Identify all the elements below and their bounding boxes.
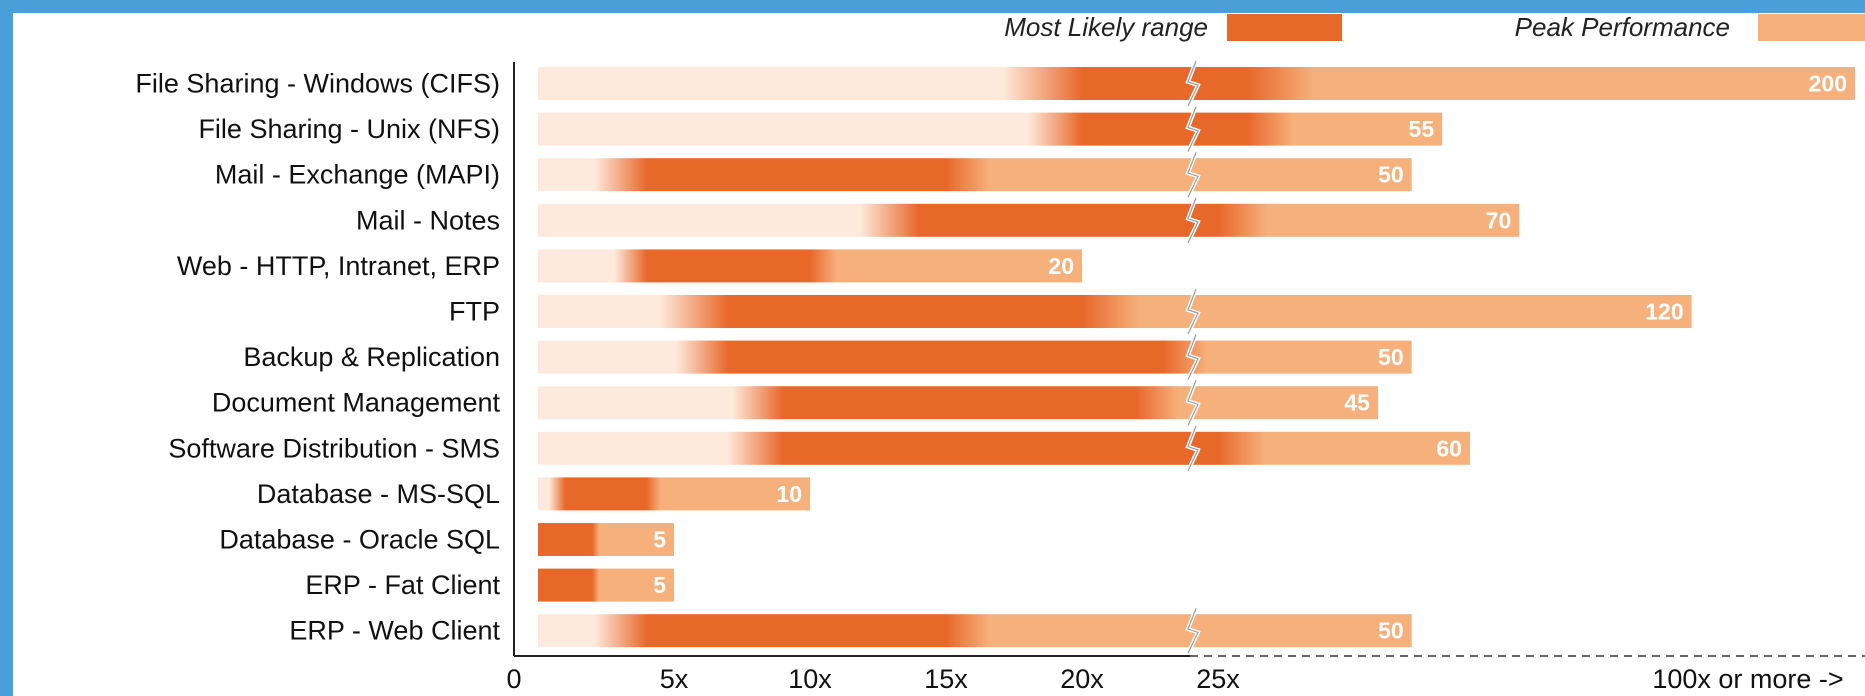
x-tick-label: 0 [506,664,521,694]
bar [538,386,1378,420]
legend-swatch [1758,14,1865,41]
legend-label: Most Likely range [1004,12,1208,42]
bar [538,340,1412,374]
x-tick-label: 20x [1060,664,1104,694]
x-tick-label: 5x [660,664,689,694]
category-label: Database - MS-SQL [257,479,500,509]
category-label: ERP - Fat Client [305,570,500,600]
bar [538,295,1692,328]
axis-break-mark [1187,288,1199,335]
category-label: Database - Oracle SQL [219,525,500,555]
category-label: Web - HTTP, Intranet, ERP [177,251,500,281]
category-label: Software Distribution - SMS [168,433,500,463]
bar [538,203,1520,237]
bar [538,523,674,556]
bar [538,477,810,511]
axis-break-mark [1187,151,1199,198]
axis-break-mark [1187,334,1199,380]
category-label: File Sharing - Unix (NFS) [198,114,500,144]
x-tick-label: 10x [788,664,832,694]
x-axis: 0 5x 10x 15x 20x 25x 100x or more -> [506,62,1865,694]
axis-break-mark [1187,607,1199,654]
value-label: 55 [1409,116,1435,142]
legend: Most Likely range Peak Performance [1004,12,1865,42]
value-label: 50 [1378,344,1404,370]
x-tick-label: 25x [1196,664,1240,694]
bar [538,112,1443,146]
bar [538,568,674,602]
value-label: 45 [1344,390,1370,416]
value-label: 5 [653,527,666,553]
axis-break-mark [1187,379,1199,426]
category-label: Mail - Exchange (MAPI) [215,160,500,190]
category-label: Backup & Replication [243,342,500,372]
bar [538,431,1470,465]
axis-break-mark [1187,197,1199,244]
value-label: 10 [776,481,802,507]
bar [538,158,1412,192]
x-tick-label: 100x or more -> [1652,664,1843,694]
category-label: File Sharing - Windows (CIFS) [135,69,500,99]
category-label: FTP [449,297,500,327]
category-label: Document Management [212,388,501,418]
value-label: 70 [1486,207,1512,233]
value-label: 120 [1645,299,1683,325]
legend-label: Peak Performance [1515,12,1730,42]
bar [538,249,1082,283]
value-label: 5 [653,572,666,598]
bar [538,614,1412,648]
category-labels: File Sharing - Windows (CIFS) File Sharin… [135,69,500,646]
value-label: 200 [1809,71,1847,97]
value-label: 20 [1048,253,1074,279]
category-label: ERP - Web Client [289,616,500,646]
category-label: Mail - Notes [356,205,500,235]
legend-swatch [1227,14,1342,41]
axis-break-mark [1187,106,1199,152]
value-label: 50 [1378,618,1404,644]
axis-break-mark [1187,60,1199,107]
axis-break-mark [1187,425,1199,472]
x-tick-label: 15x [924,664,968,694]
value-label: 50 [1378,162,1404,188]
value-label: 60 [1436,435,1462,461]
